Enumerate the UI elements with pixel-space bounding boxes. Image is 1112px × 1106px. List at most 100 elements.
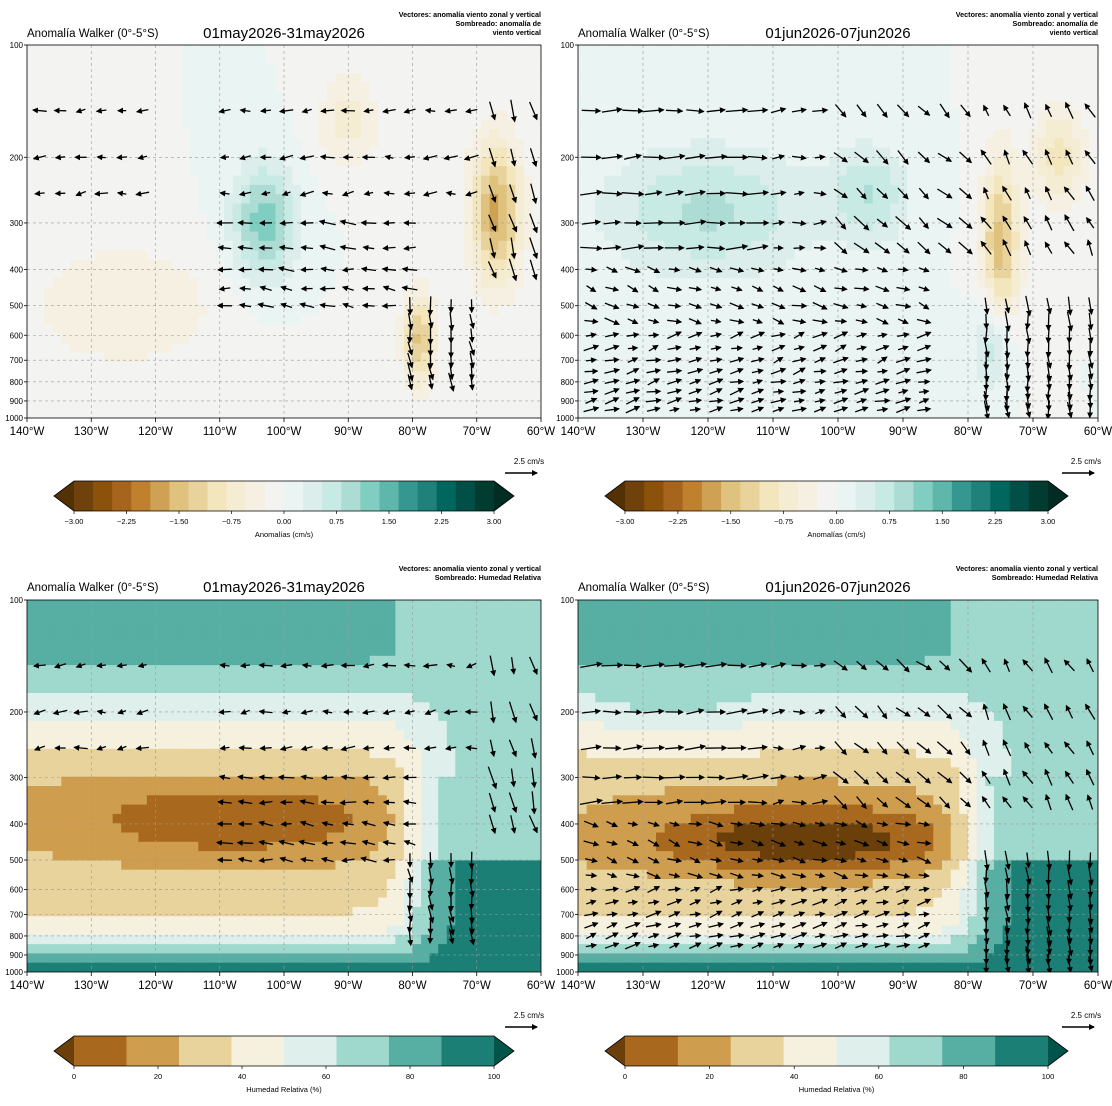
wind-vector xyxy=(834,368,848,375)
colorbar-segment xyxy=(798,481,818,511)
wind-vector xyxy=(876,899,889,906)
wind-vector xyxy=(258,708,273,715)
wind-vector xyxy=(278,107,294,114)
wind-vector xyxy=(980,216,992,230)
wind-vector xyxy=(896,285,911,292)
y-tick-label: 300 xyxy=(10,219,24,228)
wind-vector xyxy=(279,745,293,752)
wind-vector xyxy=(444,107,457,114)
wind-vector xyxy=(853,242,870,254)
wind-vector xyxy=(875,285,890,293)
wind-vector xyxy=(277,265,295,273)
wind-vector xyxy=(918,872,930,879)
wind-vector xyxy=(1045,907,1052,923)
colorbar-tick-label: 2.25 xyxy=(434,517,449,526)
wind-vector xyxy=(854,872,869,879)
y-tick-label: 100 xyxy=(561,41,575,50)
wind-vector xyxy=(488,147,497,168)
y-tick-label: 900 xyxy=(561,397,575,406)
wind-vector xyxy=(279,220,293,227)
wind-vector xyxy=(1046,352,1053,369)
wind-vector xyxy=(604,397,620,405)
colorbar-segment xyxy=(932,481,953,511)
wind-vector xyxy=(341,857,355,864)
wind-vector xyxy=(876,797,889,808)
wind-vector xyxy=(606,922,618,929)
wind-vector xyxy=(771,821,787,828)
wind-vector xyxy=(983,390,991,412)
wind-vector xyxy=(642,661,665,668)
wind-vector xyxy=(853,770,870,785)
wind-vector xyxy=(771,302,786,310)
wind-vector xyxy=(875,344,890,352)
wind-vector xyxy=(834,104,847,118)
wind-vector xyxy=(709,266,723,273)
wind-vector xyxy=(604,357,620,364)
wind-vector xyxy=(983,881,990,899)
wind-vector xyxy=(750,356,765,363)
wind-vector xyxy=(835,705,847,719)
wind-vector xyxy=(771,331,786,338)
wind-vector xyxy=(1085,768,1095,786)
wind-vector xyxy=(584,857,598,864)
panel-top-right: 140°W 130°W 120°W 110°W 100°W 90°W 80°W 70°W 60°… xyxy=(556,10,1112,539)
wind-vector xyxy=(446,662,456,669)
colorbar-segment xyxy=(889,1036,943,1066)
wind-vector xyxy=(983,339,990,358)
colorbar-segment xyxy=(995,1036,1049,1066)
wind-vector xyxy=(730,872,744,879)
wind-vector xyxy=(424,107,436,114)
wind-vector xyxy=(1064,214,1075,232)
wind-vector xyxy=(407,297,414,316)
wind-vector xyxy=(238,302,252,309)
wind-vector xyxy=(834,741,847,756)
wind-vector xyxy=(604,378,620,385)
wind-vector xyxy=(427,363,435,381)
wind-vector xyxy=(584,368,599,375)
wind-vector xyxy=(666,898,683,906)
wind-vector xyxy=(814,378,826,385)
wind-vector xyxy=(1065,704,1074,719)
wind-vector xyxy=(240,709,250,715)
wind-vector xyxy=(403,839,416,846)
wind-vector xyxy=(918,886,930,893)
wind-vector xyxy=(751,266,765,273)
colorbar-segment xyxy=(179,1036,232,1066)
wind-vector xyxy=(876,821,889,827)
colorbar-extend-low xyxy=(54,1036,74,1066)
colorbar-segment xyxy=(231,1036,285,1066)
wind-vector xyxy=(709,303,723,309)
colorbar-tick-label: 3.00 xyxy=(1041,517,1056,526)
wind-vector xyxy=(422,191,438,197)
wind-vector xyxy=(689,378,702,385)
wind-vector xyxy=(1087,945,1094,966)
wind-vector xyxy=(877,356,888,364)
y-tick-label: 200 xyxy=(10,708,24,717)
wind-vector xyxy=(642,154,665,161)
wind-vector xyxy=(709,942,724,950)
x-tick-label: 90°W xyxy=(334,980,362,992)
reference-vector-label: 2.5 cm/s xyxy=(514,1011,544,1020)
wind-vector xyxy=(643,708,665,715)
wind-vector xyxy=(1087,297,1094,316)
wind-vector xyxy=(465,745,478,751)
wind-vector xyxy=(686,244,705,251)
wind-vector xyxy=(815,872,826,879)
wind-vector xyxy=(668,886,681,893)
wind-vector xyxy=(729,302,745,310)
x-tick-label: 70°W xyxy=(1019,426,1047,438)
wind-vector xyxy=(772,154,786,160)
wind-vector xyxy=(1004,955,1011,972)
colorbar-segment xyxy=(131,481,151,511)
wind-vector xyxy=(1044,768,1053,786)
wind-vector xyxy=(689,406,702,413)
wind-vector xyxy=(1046,926,1053,947)
wind-vector xyxy=(583,406,600,413)
colorbar-segment xyxy=(971,481,991,511)
wind-vector xyxy=(664,662,686,669)
colorbar-segment xyxy=(625,481,645,511)
wind-vector xyxy=(627,318,639,325)
wind-vector xyxy=(299,820,314,827)
wind-vector xyxy=(1044,214,1053,231)
wind-vector xyxy=(585,397,598,404)
